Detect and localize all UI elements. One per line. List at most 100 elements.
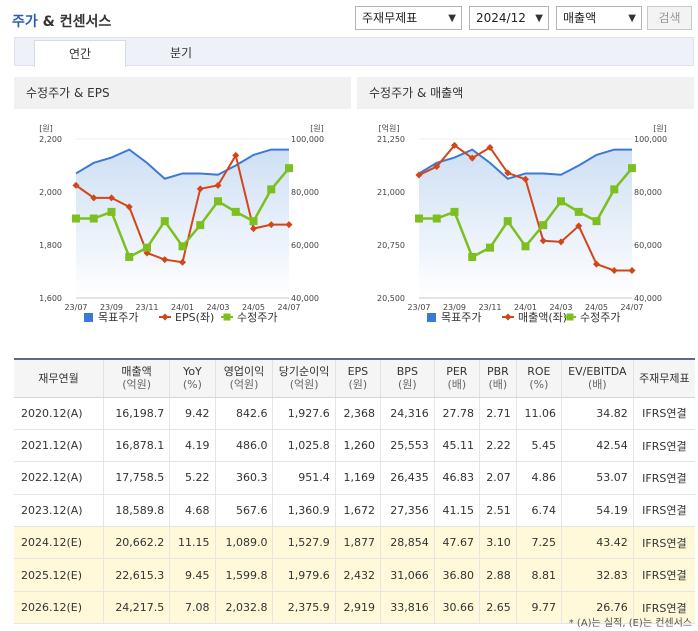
data-point-left xyxy=(557,238,565,246)
left-axis-tick-label: 20,500 xyxy=(377,294,405,303)
tab-quarterly[interactable]: 분기 xyxy=(169,46,193,60)
table-cell: 360.3 xyxy=(215,461,274,495)
column-header: 영업이익 (억원) xyxy=(215,358,274,398)
table-cell: 2025.12(E) xyxy=(14,558,104,592)
basis-select-value: 주재무제표 xyxy=(362,11,418,25)
column-header-unit: (원) xyxy=(398,378,417,392)
data-point-left xyxy=(539,237,547,245)
table-cell: 27,356 xyxy=(380,494,435,528)
data-point-price xyxy=(231,207,240,216)
table-cell: 1,979.6 xyxy=(272,558,336,592)
data-point-price xyxy=(432,214,441,223)
series-line-target-price xyxy=(75,148,289,180)
left-axis-tick-label: 1,800 xyxy=(39,241,62,250)
item-select[interactable]: 매출액 ▼ xyxy=(556,6,642,30)
x-axis-tick-label: 24/07 xyxy=(277,303,300,312)
data-point-price xyxy=(143,243,151,252)
table-cell: 9.42 xyxy=(169,397,216,430)
column-header: YoY (%) xyxy=(169,358,216,398)
chart-sales: [억원] [원] 21,250 21,000 20,750 20,500 100,000 80… xyxy=(377,123,667,324)
column-header-label: EV/EBITDA xyxy=(568,365,627,379)
table-cell: 1,089.0 xyxy=(215,526,274,560)
data-point-price xyxy=(503,217,512,226)
table-cell: 2.22 xyxy=(479,429,517,463)
data-point-price xyxy=(267,185,276,194)
table-cell: 2,368 xyxy=(335,397,382,430)
table-cell: 1,672 xyxy=(335,494,382,528)
left-axis-unit: [원] xyxy=(39,124,53,133)
column-header-label: ROE xyxy=(527,365,551,379)
column-header-label: 매출액 xyxy=(121,365,152,379)
basis-select[interactable]: 주재무제표 ▼ xyxy=(355,6,462,30)
table-row: 2023.12(A) 18,589.8 4.68 567.6 1,360.9 1,672 2… xyxy=(14,494,695,528)
data-point-price xyxy=(628,164,636,173)
column-header: 당기순이익 (억원) xyxy=(272,358,336,398)
legend-label: 목표주가 xyxy=(441,311,481,324)
x-axis-tick-label: 23/07 xyxy=(407,303,430,312)
table-cell: 16,198.7 xyxy=(103,397,171,430)
column-header: EPS (원) xyxy=(335,358,382,398)
data-point-left xyxy=(433,163,441,171)
chart-panel-eps: 수정주가 & EPS [원] [원] 2,200 2,000 1,800 1,600 100… xyxy=(14,77,351,396)
column-header: BPS (원) xyxy=(380,358,435,398)
data-point-price xyxy=(125,252,134,261)
table-cell: 1,927.6 xyxy=(272,397,336,430)
column-header-label: 영업이익 xyxy=(223,365,265,379)
data-point-left xyxy=(196,185,204,193)
data-point-left xyxy=(232,151,240,159)
table-cell: 1,599.8 xyxy=(215,558,274,592)
data-point-price xyxy=(486,243,494,252)
legend-swatch-target xyxy=(84,313,93,322)
table-cell: 2,432 xyxy=(335,558,382,592)
table-cell: IFRS연결 xyxy=(633,461,695,495)
data-point-left xyxy=(628,266,636,274)
item-select-value: 매출액 xyxy=(563,11,597,25)
data-point-left xyxy=(179,258,186,266)
legend-swatch-left-marker xyxy=(504,313,512,321)
legend-swatch-target xyxy=(427,313,436,322)
x-axis-tick-label: 23/09 xyxy=(443,303,466,312)
column-header: ROE (%) xyxy=(516,358,563,398)
period-select[interactable]: 2024/12 ▼ xyxy=(469,6,549,30)
left-axis-tick-label: 21,250 xyxy=(377,135,405,144)
chevron-down-icon: ▼ xyxy=(628,13,636,24)
left-axis-tick-label: 2,000 xyxy=(39,188,62,197)
data-point-left xyxy=(504,169,512,177)
table-cell: 5.22 xyxy=(169,461,216,495)
table-cell: 43.42 xyxy=(561,526,634,560)
table-cell: 11.06 xyxy=(516,397,563,430)
table-cell: 2,375.9 xyxy=(272,591,336,625)
table-row: 2022.12(A) 17,758.5 5.22 360.3 951.4 1,169 26,… xyxy=(14,461,695,495)
chevron-down-icon: ▼ xyxy=(535,13,543,24)
data-point-price xyxy=(574,207,583,216)
table-cell: 4.86 xyxy=(516,461,563,495)
data-point-price xyxy=(415,214,423,223)
table-cell: 27.78 xyxy=(434,397,480,430)
tab-annual[interactable]: 연간 xyxy=(34,40,126,67)
data-point-left xyxy=(267,221,275,229)
column-header: 재무연월 xyxy=(14,358,104,398)
left-axis-tick-label: 2,200 xyxy=(39,135,62,144)
table-cell: 2.88 xyxy=(479,558,517,592)
data-point-price xyxy=(468,252,477,261)
tab-bar xyxy=(14,37,694,66)
x-axis-tick-label: 23/09 xyxy=(100,303,123,312)
table-cell: 26.76 xyxy=(561,591,634,625)
data-point-price xyxy=(285,164,293,173)
table-cell: 45.11 xyxy=(434,429,480,463)
data-point-price xyxy=(196,221,205,230)
table-cell: 7.08 xyxy=(169,591,216,625)
left-axis-unit: [억원] xyxy=(379,123,400,133)
table-cell: 567.6 xyxy=(215,494,274,528)
footnote: * (A)는 실적, (E)는 컨센서스 xyxy=(568,618,692,629)
x-axis-tick-label: 23/07 xyxy=(64,303,87,312)
column-header-unit: (배) xyxy=(588,378,607,392)
table-cell: 6.74 xyxy=(516,494,563,528)
legend-swatch-price-marker xyxy=(223,313,231,321)
x-axis-tick-label: 24/05 xyxy=(585,303,608,312)
column-header: EV/EBITDA (배) xyxy=(561,358,634,398)
table-cell: 2020.12(A) xyxy=(14,397,104,430)
search-button[interactable]: 검색 xyxy=(647,6,692,30)
legend-label: 수정주가 xyxy=(237,311,277,324)
column-header-label: YoY xyxy=(183,365,202,379)
